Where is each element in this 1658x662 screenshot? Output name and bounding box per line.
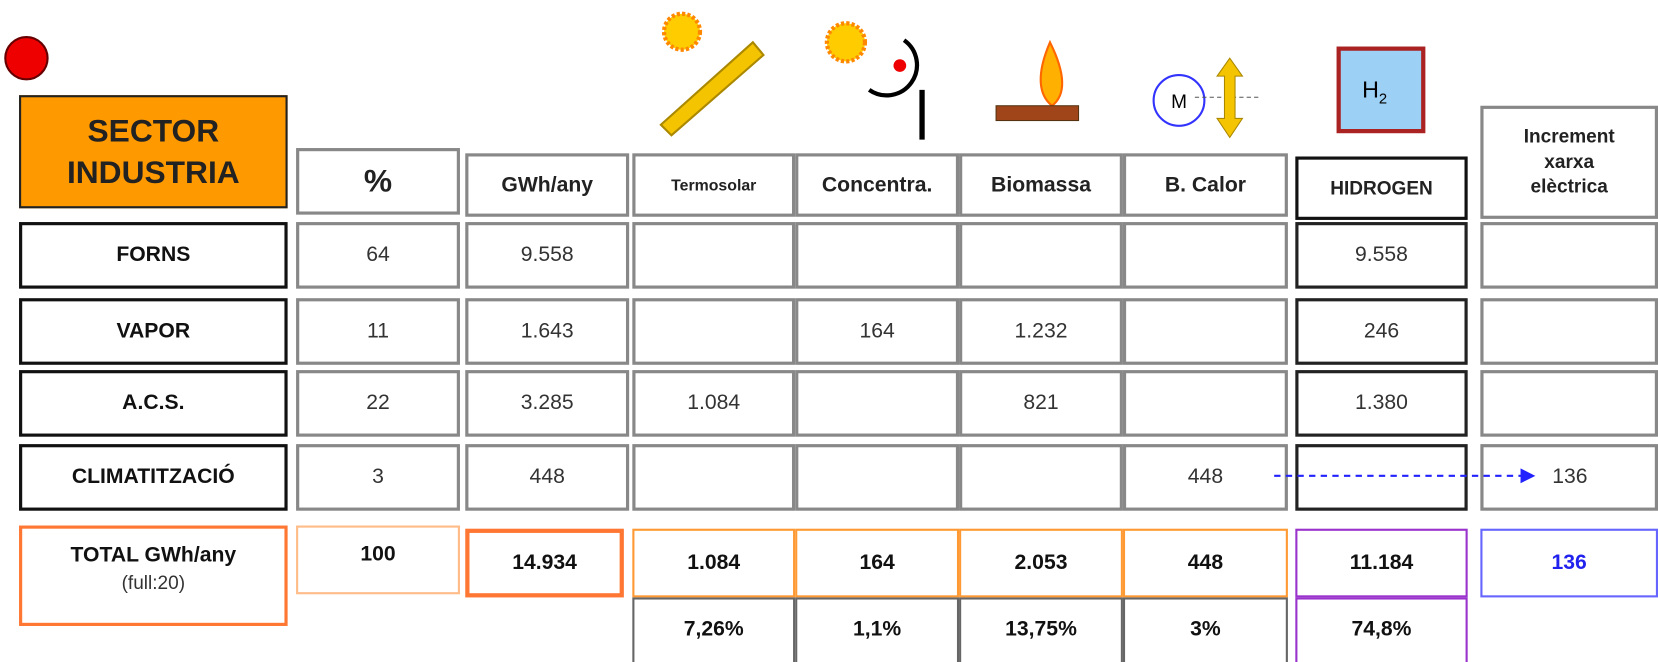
percentage-cell: 13,75% xyxy=(959,597,1123,662)
row-label: CLIMATITZACIÓ xyxy=(19,444,288,511)
total-cell: 14.934 xyxy=(465,528,624,598)
hydrogen-icon xyxy=(1336,46,1426,134)
data-cell xyxy=(1480,298,1658,365)
data-cell: 246 xyxy=(1295,298,1468,365)
header-cell: HIDROGEN xyxy=(1295,156,1468,220)
total-cell: 11.184 xyxy=(1295,528,1468,598)
data-cell xyxy=(632,298,796,365)
total-text: (full:20) xyxy=(121,572,186,594)
data-cell: 3.285 xyxy=(465,370,630,437)
row-label: VAPOR xyxy=(19,298,288,365)
total-cell: 448 xyxy=(1122,528,1288,598)
data-cell xyxy=(1122,222,1288,289)
sector-title: SECTOR INDUSTRIA xyxy=(19,95,288,209)
data-cell xyxy=(795,370,960,437)
header-cell: % xyxy=(296,148,460,215)
double-arrow xyxy=(1216,57,1244,139)
solar-panel xyxy=(659,40,765,137)
wood xyxy=(995,105,1080,122)
total-cell: 2.053 xyxy=(959,528,1123,598)
data-cell xyxy=(632,444,796,511)
data-cell: 1.084 xyxy=(632,370,796,437)
h2-label: H2 xyxy=(1362,76,1387,107)
data-cell xyxy=(959,222,1123,289)
data-cell xyxy=(959,444,1123,511)
red-dot xyxy=(4,35,49,81)
data-cell: 1.232 xyxy=(959,298,1123,365)
data-cell xyxy=(1295,444,1468,511)
data-cell xyxy=(1122,298,1288,365)
percentage-cell: 1,1% xyxy=(795,597,960,662)
percentage-cell: 3% xyxy=(1122,597,1288,662)
motor-m: M xyxy=(1171,92,1187,113)
sun xyxy=(661,11,703,52)
total-cell: 1.084 xyxy=(632,528,796,598)
total-cell: 164 xyxy=(795,528,960,598)
data-cell: 164 xyxy=(795,298,960,365)
total-text: TOTAL GWh/any xyxy=(70,543,237,567)
data-cell: 448 xyxy=(465,444,630,511)
data-cell xyxy=(795,222,960,289)
data-cell: 3 xyxy=(296,444,460,511)
row-label: A.C.S. xyxy=(19,370,288,437)
data-cell: 11 xyxy=(296,298,460,365)
data-cell: 1.643 xyxy=(465,298,630,365)
percentage-cell: 7,26% xyxy=(632,597,796,662)
data-cell: 821 xyxy=(959,370,1123,437)
total-cell: 136 xyxy=(1480,528,1658,598)
data-cell xyxy=(1480,370,1658,437)
total-label: TOTAL GWh/any (full:20) xyxy=(19,525,288,626)
data-cell: 9.558 xyxy=(1295,222,1468,289)
data-cell: 448 xyxy=(1122,444,1288,511)
data-cell xyxy=(1122,370,1288,437)
header-cell: Biomassa xyxy=(959,153,1123,217)
total-cell: 100 xyxy=(296,525,460,595)
receiver xyxy=(893,59,907,72)
header-cell: Increment xarxa elèctrica xyxy=(1480,105,1658,219)
header-cell: GWh/any xyxy=(465,153,630,217)
data-cell: 22 xyxy=(296,370,460,437)
header-cell: Termosolar xyxy=(632,153,796,217)
data-cell xyxy=(795,444,960,511)
data-cell xyxy=(632,222,796,289)
flame xyxy=(1039,39,1064,108)
data-cell: 1.380 xyxy=(1295,370,1468,437)
percentage-cell: 74,8% xyxy=(1295,597,1468,662)
motor xyxy=(1152,74,1206,127)
row-label: FORNS xyxy=(19,222,288,289)
header-cell: B. Calor xyxy=(1122,153,1288,217)
data-cell: 9.558 xyxy=(465,222,630,289)
data-cell: 136 xyxy=(1480,444,1658,511)
data-cell: 64 xyxy=(296,222,460,289)
data-cell xyxy=(1480,222,1658,289)
header-cell: Concentra. xyxy=(795,153,960,217)
sun xyxy=(824,21,868,64)
concentrator xyxy=(867,38,920,98)
